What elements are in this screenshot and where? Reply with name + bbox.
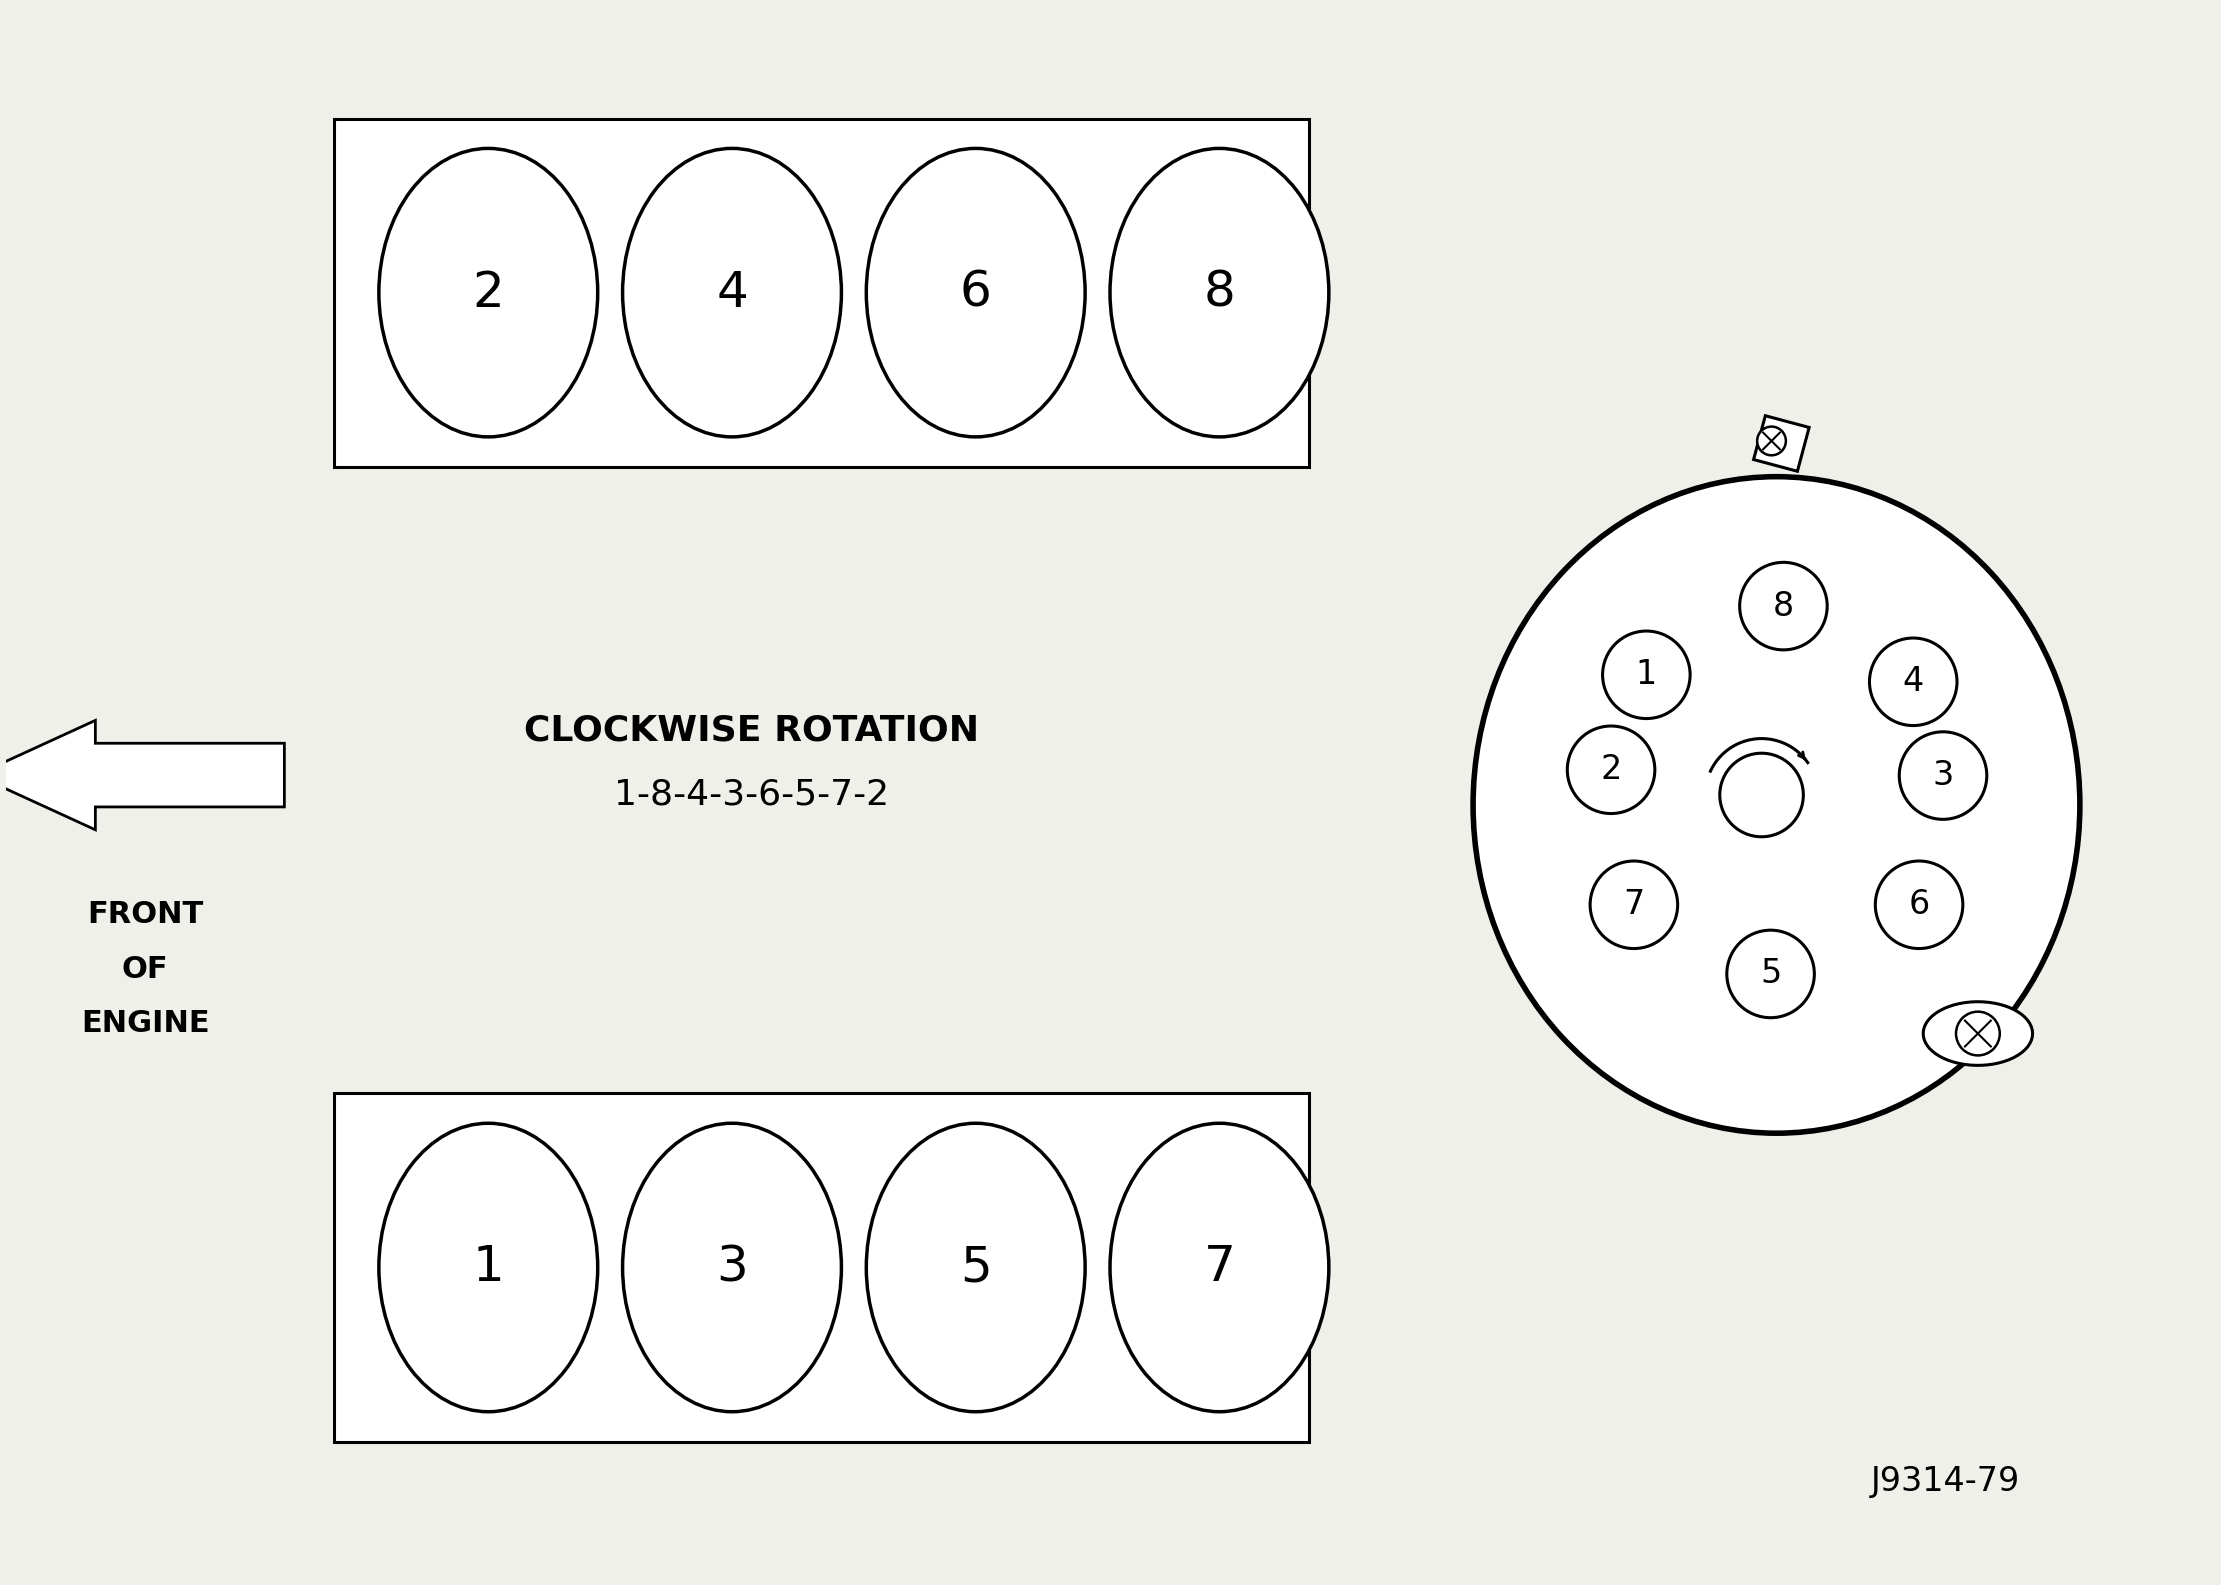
Polygon shape — [0, 720, 284, 831]
Text: 1: 1 — [473, 1244, 504, 1292]
Ellipse shape — [866, 149, 1086, 437]
Text: 7: 7 — [1624, 888, 1644, 921]
Text: 2: 2 — [1601, 753, 1621, 786]
Text: 6: 6 — [1908, 888, 1930, 921]
Text: 1-8-4-3-6-5-7-2: 1-8-4-3-6-5-7-2 — [615, 778, 888, 812]
Ellipse shape — [622, 1124, 842, 1412]
Text: CLOCKWISE ROTATION: CLOCKWISE ROTATION — [524, 713, 979, 748]
Text: 7: 7 — [1204, 1244, 1235, 1292]
Ellipse shape — [1110, 1124, 1328, 1412]
Bar — [333, 119, 1308, 466]
Circle shape — [1719, 753, 1803, 837]
Circle shape — [1739, 563, 1828, 650]
Bar — [333, 1094, 1308, 1442]
Bar — [1755, 415, 1810, 471]
Text: 4: 4 — [715, 268, 748, 317]
Text: 8: 8 — [1772, 590, 1795, 623]
Polygon shape — [1923, 1002, 2032, 1065]
Text: J9314-79: J9314-79 — [1870, 1465, 2021, 1498]
Text: 5: 5 — [959, 1244, 991, 1292]
Circle shape — [1957, 1011, 1999, 1056]
Circle shape — [1899, 732, 1988, 819]
Text: 1: 1 — [1635, 658, 1657, 691]
Text: 6: 6 — [959, 268, 991, 317]
Text: 4: 4 — [1903, 666, 1923, 699]
Text: OF: OF — [122, 954, 169, 984]
Text: 3: 3 — [1932, 759, 1954, 792]
Circle shape — [1726, 930, 1815, 1018]
Text: 5: 5 — [1759, 957, 1781, 991]
Ellipse shape — [622, 149, 842, 437]
Text: 2: 2 — [473, 268, 504, 317]
Text: 3: 3 — [715, 1244, 748, 1292]
Ellipse shape — [380, 149, 597, 437]
Text: FRONT: FRONT — [87, 900, 204, 929]
Circle shape — [1870, 639, 1957, 726]
Text: 8: 8 — [1204, 268, 1235, 317]
Circle shape — [1568, 726, 1655, 813]
Text: ENGINE: ENGINE — [80, 1010, 209, 1038]
Ellipse shape — [1110, 149, 1328, 437]
Circle shape — [1757, 426, 1786, 455]
Circle shape — [1590, 861, 1677, 948]
Ellipse shape — [1473, 477, 2079, 1133]
Circle shape — [1875, 861, 1963, 948]
Circle shape — [1604, 631, 1690, 718]
Ellipse shape — [380, 1124, 597, 1412]
Ellipse shape — [866, 1124, 1086, 1412]
